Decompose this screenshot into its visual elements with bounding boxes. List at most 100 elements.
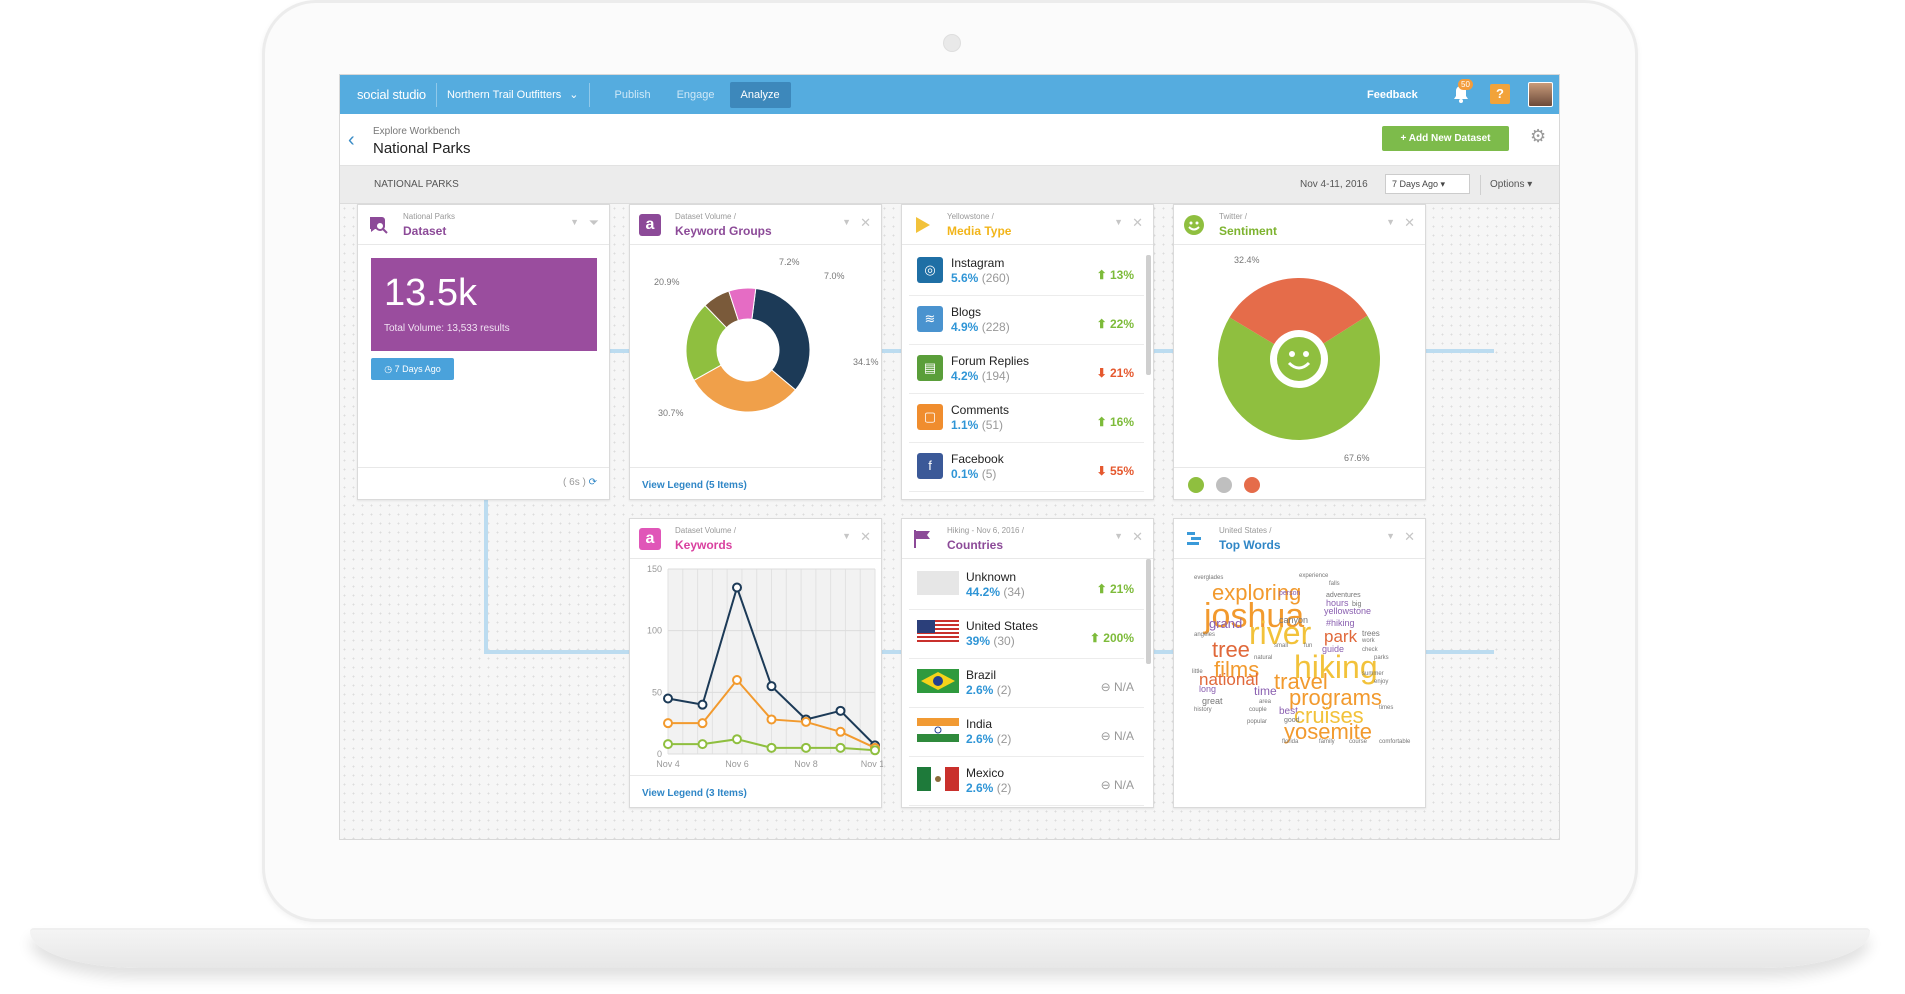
data-point[interactable] <box>663 718 673 729</box>
data-point[interactable] <box>663 739 673 750</box>
data-point[interactable] <box>663 693 673 704</box>
sentiment-card[interactable]: Twitter / Sentiment ▼ ✕ 67.6% 32.4% <box>1173 204 1426 500</box>
country-row[interactable]: United States 39% (30) ⬆ 200% <box>909 610 1144 659</box>
countries-card[interactable]: Hiking - Nov 6, 2016 / Countries ▼ ✕ Unk… <box>901 518 1154 808</box>
cloud-word[interactable]: joshua <box>1204 597 1305 635</box>
cloud-word[interactable]: great <box>1202 696 1223 706</box>
cloud-word[interactable]: guide <box>1322 644 1345 654</box>
cloud-word[interactable]: everglades <box>1194 575 1224 581</box>
avatar[interactable] <box>1528 82 1553 107</box>
cloud-word[interactable]: tree <box>1212 637 1250 662</box>
gear-icon[interactable]: ⚙ <box>1530 126 1547 146</box>
donut-slice[interactable] <box>693 364 797 413</box>
cloud-word[interactable]: florida <box>1282 739 1299 745</box>
cloud-word[interactable]: programs <box>1289 685 1382 710</box>
media-type-card[interactable]: Yellowstone / Media Type ▼ ✕ ◎ Instagram… <box>901 204 1154 500</box>
data-point[interactable] <box>835 742 846 753</box>
close-icon[interactable]: ✕ <box>860 215 871 230</box>
cloud-word[interactable]: couple <box>1249 707 1267 713</box>
options-menu[interactable]: Options ▾ <box>1490 179 1532 190</box>
account-switcher[interactable]: Northern Trail Outfitters ⌄ <box>447 88 579 102</box>
cloud-word[interactable]: long <box>1199 684 1217 694</box>
close-icon[interactable]: ✕ <box>1404 529 1415 544</box>
cloud-word[interactable]: person <box>1279 590 1301 597</box>
tab-publish[interactable]: Publish <box>614 88 651 101</box>
scrollbar[interactable] <box>1146 559 1151 664</box>
cloud-word[interactable]: yosemite <box>1284 719 1373 744</box>
cloud-word[interactable]: little <box>1192 669 1203 675</box>
cloud-word[interactable]: cruises <box>1294 703 1364 728</box>
cloud-word[interactable]: angeles <box>1194 632 1216 638</box>
data-point[interactable] <box>835 726 846 737</box>
cloud-word[interactable]: work <box>1362 638 1375 644</box>
chevron-down-icon[interactable]: ▼ <box>842 217 851 227</box>
data-point[interactable] <box>697 739 708 750</box>
data-point[interactable] <box>697 718 708 729</box>
data-point[interactable] <box>766 681 777 692</box>
data-point[interactable] <box>801 716 811 727</box>
country-row[interactable]: Unknown 44.2% (34) ⬆ 21% <box>909 561 1144 610</box>
help-button[interactable]: ? <box>1490 84 1510 104</box>
donut-slice[interactable] <box>728 287 757 322</box>
media-row[interactable]: ≋ Blogs 4.9% (228) ⬆ 22% <box>909 296 1144 345</box>
cloud-word[interactable]: natural <box>1254 655 1273 661</box>
pie-slice[interactable] <box>1229 278 1368 345</box>
close-icon[interactable]: ✕ <box>860 529 871 544</box>
data-point[interactable] <box>732 675 742 685</box>
data-point[interactable] <box>732 734 742 745</box>
cloud-word[interactable]: park <box>1324 627 1358 646</box>
cloud-word[interactable]: popular <box>1247 719 1268 725</box>
cloud-word[interactable]: river <box>1249 615 1312 651</box>
cloud-word[interactable]: history <box>1194 707 1212 713</box>
data-point[interactable] <box>801 742 811 753</box>
country-row[interactable]: Mexico 2.6% (2) ⊖ N/A <box>909 757 1144 806</box>
close-icon[interactable]: ✕ <box>1404 215 1415 230</box>
cloud-word[interactable]: hiking <box>1294 649 1378 685</box>
chevron-down-icon[interactable]: ▼ <box>1114 531 1123 541</box>
data-point[interactable] <box>732 582 742 593</box>
neutral-sentiment-icon[interactable] <box>1216 477 1232 493</box>
positive-sentiment-icon[interactable] <box>1188 477 1204 493</box>
cloud-word[interactable]: time <box>1254 684 1277 698</box>
cloud-word[interactable]: grand <box>1209 616 1243 631</box>
data-point[interactable] <box>766 714 777 725</box>
chevron-down-icon[interactable]: ▼ <box>570 217 579 227</box>
cloud-word[interactable]: course <box>1349 739 1368 745</box>
cloud-word[interactable]: summer <box>1362 671 1384 677</box>
cloud-word[interactable]: area <box>1259 699 1272 705</box>
view-legend-link[interactable]: View Legend (5 Items) <box>642 480 747 491</box>
negative-sentiment-icon[interactable] <box>1244 477 1260 493</box>
cloud-word[interactable]: fun <box>1304 643 1313 649</box>
cloud-word[interactable]: comfortable <box>1379 739 1411 745</box>
close-icon[interactable]: ✕ <box>1132 529 1143 544</box>
keywords-card[interactable]: a Dataset Volume / Keywords ▼ ✕ 0 50 100 15… <box>629 518 883 808</box>
scrollbar[interactable] <box>1146 255 1151 375</box>
cloud-word[interactable]: hours <box>1326 598 1349 608</box>
cloud-word[interactable]: canyon <box>1279 615 1309 625</box>
breadcrumb[interactable]: Explore Workbench <box>373 126 461 137</box>
pie-slice[interactable] <box>1218 315 1380 440</box>
chevron-down-icon[interactable]: ▼ <box>842 531 851 541</box>
cloud-word[interactable]: films <box>1214 657 1260 682</box>
media-row[interactable]: ▤ Forum Replies 4.2% (194) ⬇ 21% <box>909 345 1144 394</box>
country-row[interactable]: India 2.6% (2) ⊖ N/A <box>909 708 1144 757</box>
cloud-word[interactable]: good <box>1284 717 1300 724</box>
brand-logo[interactable]: social studio <box>357 87 426 102</box>
media-row[interactable]: ◎ Instagram 5.6% (260) ⬆ 13% <box>909 247 1144 296</box>
refresh-timer[interactable]: ( 6s ) ⟳ <box>563 477 597 488</box>
country-row[interactable]: Brazil 2.6% (2) ⊖ N/A <box>909 659 1144 708</box>
donut-slice[interactable] <box>751 287 811 391</box>
cloud-word[interactable]: experience <box>1299 573 1329 579</box>
cloud-word[interactable]: adventures <box>1326 592 1361 599</box>
close-icon[interactable]: ✕ <box>1132 215 1143 230</box>
chevron-down-icon[interactable]: ▼ <box>1386 531 1395 541</box>
top-words-card[interactable]: United States / Top Words ▼ ✕ everglades… <box>1173 518 1426 808</box>
tab-engage[interactable]: Engage <box>676 88 715 101</box>
range-select[interactable]: 7 Days Ago ▾ <box>1385 174 1470 194</box>
cloud-word[interactable]: #hiking <box>1326 618 1355 628</box>
cloud-word[interactable]: big <box>1352 601 1362 608</box>
add-dataset-button[interactable]: + Add New Dataset <box>1382 126 1509 151</box>
days-filter-button[interactable]: ◷ 7 Days Ago <box>371 358 454 380</box>
cloud-word[interactable]: small <box>1274 643 1289 649</box>
cloud-word[interactable]: family <box>1319 739 1335 745</box>
